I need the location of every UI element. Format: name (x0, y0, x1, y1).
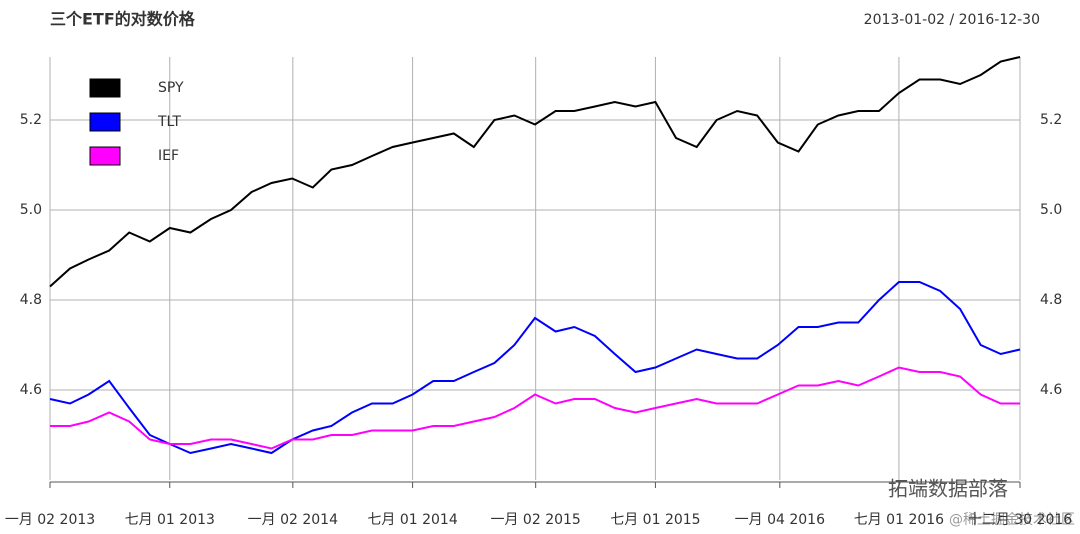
legend-label: SPY (158, 80, 184, 96)
y-tick-label: 5.0 (1040, 202, 1062, 218)
x-tick-label: 一月 02 2015 (490, 512, 580, 528)
series-line (49, 56, 1021, 288)
y-tick-label: 4.6 (1040, 382, 1062, 398)
x-tick-label: 七月 01 2016 (854, 512, 944, 528)
x-tick-label: 七月 01 2014 (367, 512, 457, 528)
x-tick-label: 一月 02 2014 (248, 512, 338, 528)
legend-label: IEF (158, 148, 179, 164)
legend-swatch (89, 78, 121, 98)
y-tick-label: 5.2 (1040, 112, 1062, 128)
watermark: 拓端数据部落 (888, 477, 1008, 501)
legend-swatch (89, 112, 121, 132)
series-line (50, 366, 1020, 450)
y-tick-label: 5.2 (20, 112, 42, 128)
y-tick-label: 5.0 (20, 202, 42, 218)
x-tick-label: 一月 02 2013 (5, 512, 95, 528)
chart-title: 三个ETF的对数价格 (50, 10, 196, 29)
y-tick-label: 4.6 (20, 382, 42, 398)
x-tick-label: 十二月 30 2016 (968, 512, 1072, 528)
chart-subtitle: 2013-01-02 / 2016-12-30 (864, 12, 1040, 28)
y-tick-label: 4.8 (20, 292, 42, 308)
y-tick-label: 4.8 (1040, 292, 1062, 308)
x-tick-label: 七月 01 2013 (125, 512, 215, 528)
legend-label: TLT (157, 114, 181, 130)
legend-swatch (89, 146, 121, 166)
x-tick-label: 一月 04 2016 (735, 512, 825, 528)
series-line (49, 281, 1021, 455)
watermark: @稀土掘金技术社区 (949, 512, 1075, 528)
x-tick-label: 七月 01 2015 (610, 512, 700, 528)
